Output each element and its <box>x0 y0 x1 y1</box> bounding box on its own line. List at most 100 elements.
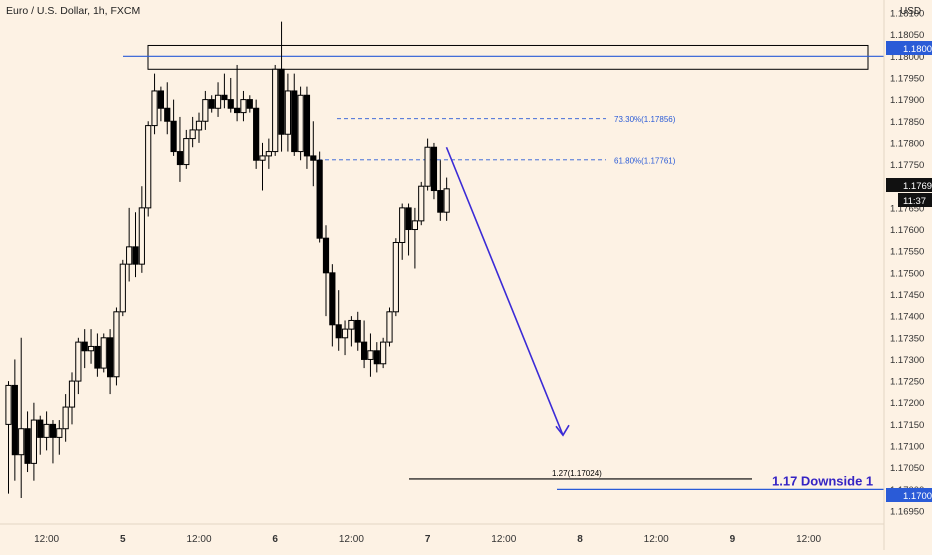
candle-body <box>170 120 177 153</box>
candle-29 <box>189 116 196 148</box>
chart-title: Euro / U.S. Dollar, 1h, FXCM <box>6 5 140 17</box>
candle-34 <box>221 73 228 109</box>
projection-arrow-head <box>555 424 570 437</box>
candle-body <box>195 120 203 131</box>
y-tick-label-11: 1.17500 <box>890 268 924 279</box>
candle-43 <box>278 21 285 152</box>
y-tick-label-22: 1.18050 <box>890 30 924 41</box>
last-price-tag-bg <box>886 178 932 192</box>
candle-57 <box>367 333 374 377</box>
candle-14 <box>94 333 101 377</box>
candle-body <box>443 188 450 213</box>
candle-body <box>30 419 37 464</box>
x-tick-label-10: 12:00 <box>796 534 821 545</box>
y-tick-label-4: 1.17150 <box>890 420 924 431</box>
y-tick-label-17: 1.17800 <box>890 138 924 149</box>
candle-body <box>107 337 114 378</box>
candle-15 <box>100 333 107 373</box>
candle-2 <box>18 337 25 499</box>
candle-38 <box>246 95 253 113</box>
candle-53 <box>341 320 349 356</box>
candle-47 <box>303 86 311 169</box>
level-tag-1-17000-text: 1.17000 <box>903 491 932 502</box>
y-tick-label-16: 1.17750 <box>890 160 924 171</box>
candle-0 <box>5 381 12 494</box>
candle-45 <box>291 73 298 156</box>
downside-note-label: 1.17 Downside 1 <box>772 473 873 488</box>
x-tick-label-3: 6 <box>272 534 278 545</box>
last-price-tag: 1.17694 <box>886 178 932 192</box>
candle-body <box>424 146 431 187</box>
candle-body <box>37 419 44 438</box>
candle-3 <box>24 411 31 473</box>
candle-61 <box>392 238 399 317</box>
y-tick-label-0: 1.16950 <box>890 507 924 518</box>
extension-127-label: 1.27(1.17024) <box>552 469 602 478</box>
candle-23 <box>151 73 158 135</box>
candle-body <box>138 207 145 265</box>
candle-body <box>113 311 120 378</box>
candle-16 <box>107 329 114 395</box>
candle-12 <box>81 329 88 369</box>
candle-63 <box>405 203 412 256</box>
candle-31 <box>202 90 209 130</box>
last-price-tag-text: 1.17694 <box>903 181 932 192</box>
candle-body <box>157 90 165 109</box>
candle-30 <box>195 112 203 143</box>
candle-44 <box>284 73 291 152</box>
candle-body <box>221 94 228 101</box>
candle-54 <box>348 316 355 347</box>
candle-body <box>81 341 88 352</box>
candle-body <box>278 68 285 135</box>
candle-60 <box>386 307 393 347</box>
candle-body <box>322 237 330 274</box>
candle-65 <box>418 181 425 226</box>
y-tick-label-20: 1.17950 <box>890 73 924 84</box>
y-tick-label-9: 1.17400 <box>890 312 924 323</box>
candle-body <box>68 380 76 408</box>
candle-8 <box>56 420 63 455</box>
candle-body <box>214 94 222 109</box>
candle-67 <box>430 142 438 200</box>
candle-body <box>411 220 418 231</box>
y-tick-label-10: 1.17450 <box>890 290 924 301</box>
candle-body <box>56 428 63 438</box>
candle-13 <box>87 329 95 364</box>
time-axis[interactable]: 12:00 5 12:00 6 12:00 7 12:00 8 12:00 9 12:00 <box>34 534 821 545</box>
candle-body <box>176 151 184 166</box>
projection-arrow-layer <box>445 146 570 437</box>
x-tick-label-5: 7 <box>425 534 431 545</box>
candle-body <box>335 324 342 339</box>
x-tick-label-6: 12:00 <box>491 534 516 545</box>
level-tag-1-18000: 1.18000 <box>886 41 932 55</box>
y-tick-label-8: 1.17350 <box>890 333 924 344</box>
candle-body <box>227 99 234 109</box>
candle-body <box>405 207 412 231</box>
candle-body <box>354 319 361 343</box>
candle-body <box>373 350 380 365</box>
annotations-layer: 73.30%(1.17856) 61.80%(1.17761) 1.27(1.170… <box>552 115 873 488</box>
candle-22 <box>145 121 152 217</box>
candle-56 <box>361 320 368 369</box>
y-tick-label-6: 1.17250 <box>890 377 924 388</box>
candle-41 <box>265 138 272 169</box>
candle-4 <box>30 402 37 481</box>
candle-body <box>62 406 69 430</box>
candle-body <box>272 68 279 153</box>
candle-body <box>132 246 139 265</box>
x-tick-label-2: 12:00 <box>186 534 211 545</box>
candle-24 <box>157 86 165 122</box>
candle-body <box>94 345 101 369</box>
candle-body <box>259 155 266 161</box>
candle-27 <box>176 116 184 182</box>
x-tick-label-7: 8 <box>577 534 583 545</box>
candle-66 <box>424 138 431 191</box>
candle-body <box>164 107 171 122</box>
candle-1 <box>11 359 18 481</box>
horizontal-levels-layer <box>123 55 884 490</box>
candle-body <box>303 94 311 157</box>
candle-20 <box>132 212 139 278</box>
y-tick-label-19: 1.17900 <box>890 95 924 106</box>
